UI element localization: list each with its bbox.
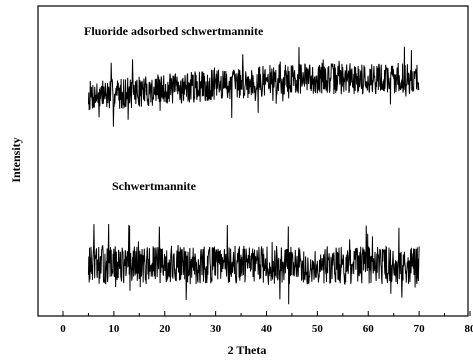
x-tick-label-0: 0: [60, 323, 66, 335]
series-group: [87, 46, 420, 305]
series-label-schwertmannite: Schwertmannite: [112, 179, 197, 193]
x-axis-ticks: 0 10 20 30 40 50 60 70 80: [60, 311, 473, 335]
x-tick-label-20: 20: [159, 323, 171, 335]
series-line-1: [87, 224, 420, 305]
x-tick-label-30: 30: [210, 323, 222, 335]
x-axis-label: 2 Theta: [228, 343, 267, 357]
series-label-fluoride: Fluoride adsorbed schwertmannite: [84, 24, 264, 38]
x-tick-label-40: 40: [261, 323, 273, 335]
y-axis-label: Intensity: [9, 137, 23, 182]
x-tick-label-10: 10: [108, 323, 120, 335]
x-tick-label-80: 80: [465, 323, 473, 335]
series-line-0: [87, 46, 420, 127]
x-tick-label-60: 60: [363, 323, 375, 335]
x-tick-label-70: 70: [414, 323, 426, 335]
plot-frame: [37, 5, 469, 317]
x-tick-label-50: 50: [312, 323, 324, 335]
